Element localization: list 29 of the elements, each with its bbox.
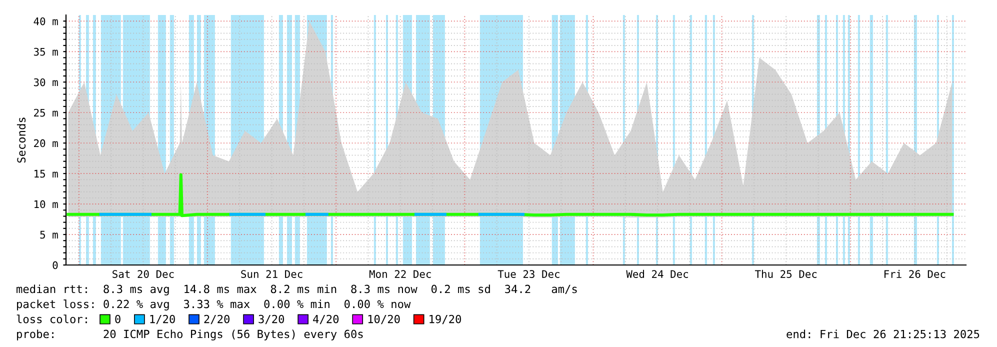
y-tick-label: 35 m: [34, 48, 58, 56]
legend-label: 4/20: [313, 314, 339, 324]
x-tick-label: Sun 21 Dec: [241, 270, 302, 278]
legend-label: 2/20: [204, 314, 230, 324]
y-tick-label: 0: [52, 261, 58, 270]
y-tick-label: 5 m: [40, 230, 58, 239]
legend-label: 19/20: [430, 314, 461, 324]
text: median rtt: 8.3 ms avg 14.8 ms max 8.2 ms min 8.3 ms now 0.2 ms sd 34.2 am/s: [16, 284, 577, 296]
x-tick-label: Fri 26 Dec: [884, 270, 946, 278]
y-tick-label: 10 m: [34, 200, 58, 208]
y-axis-title: Seconds: [16, 118, 26, 163]
text: end: Fri Dec 26 21:25:13 2025: [786, 330, 980, 338]
x-tick-label: Thu 25 Dec: [754, 270, 817, 278]
legend-label: 0: [115, 314, 120, 324]
legend-label: 10/20: [368, 314, 400, 324]
text: probe: 20 ICMP Echo Pings (56 Bytes) every 60s: [17, 330, 363, 340]
x-tick-label: Tue 23 Dec: [498, 270, 560, 278]
y-tick-label: 15 m: [34, 170, 58, 178]
x-tick-label: Mon 22 Dec: [369, 270, 431, 278]
legend-label: 1/20: [150, 314, 175, 324]
legend-title: loss color:: [16, 314, 87, 324]
y-tick-label: 30 m: [34, 78, 58, 86]
x-tick-label: Wed 24 Dec: [626, 270, 688, 278]
y-tick-label: 25 m: [34, 108, 58, 117]
text: packet loss: 0.22 % avg 3.33 % max 0.00 % min 0.00 % now: [17, 300, 411, 310]
y-tick-label: 40 m: [34, 17, 58, 26]
legend-label: 3/20: [258, 314, 284, 324]
y-tick-label: 20 m: [34, 139, 58, 148]
x-tick-label: Sat 20 Dec: [112, 270, 174, 278]
